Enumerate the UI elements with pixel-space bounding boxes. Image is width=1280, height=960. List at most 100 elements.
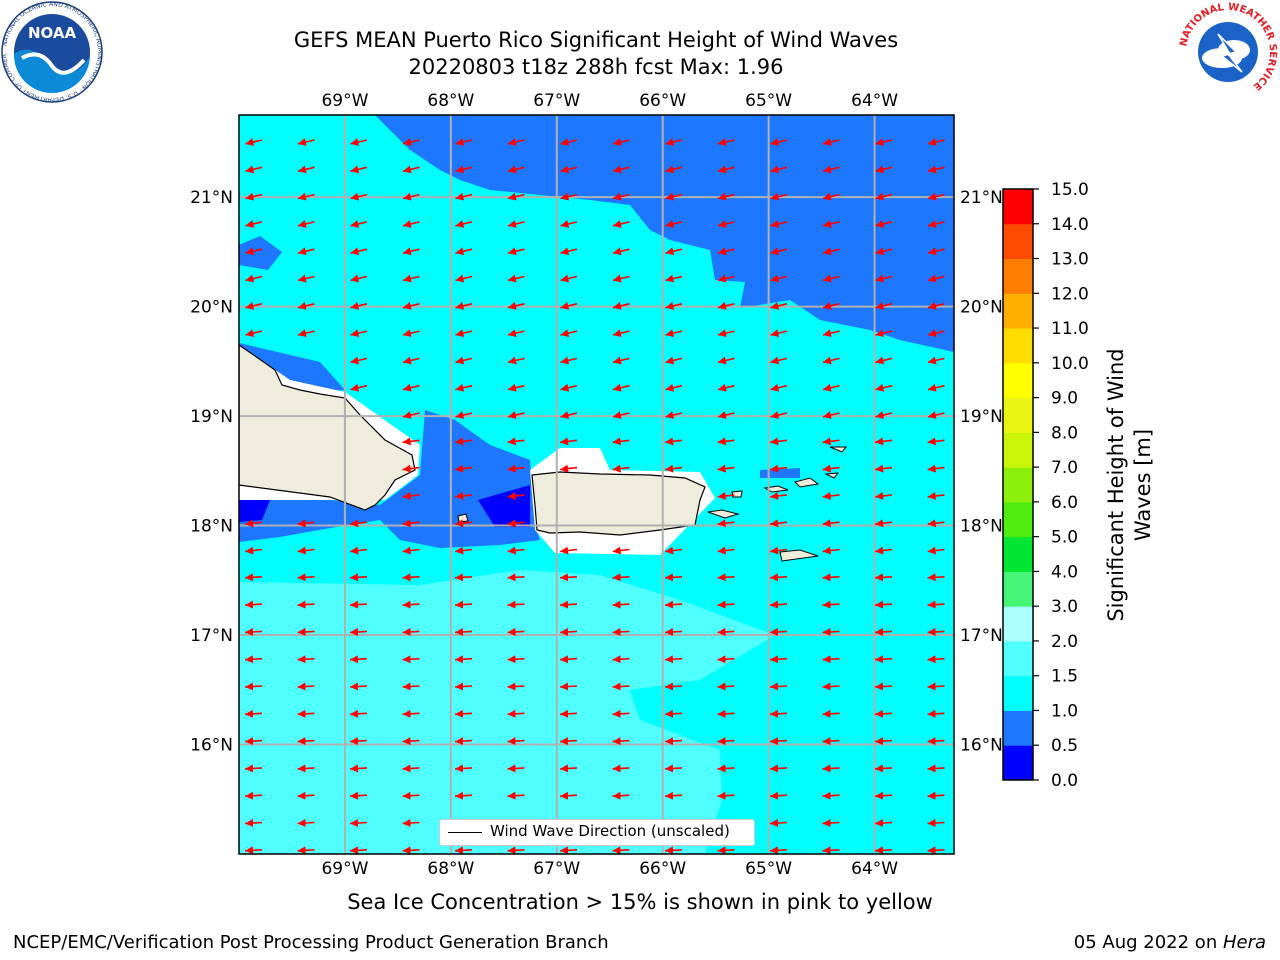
wind-wave-arrow: [927, 274, 945, 283]
culebra-island: [731, 490, 743, 498]
wind-wave-arrow: [350, 356, 368, 365]
wind-wave-arrow: [455, 491, 473, 500]
wind-wave-arrow: [507, 709, 525, 718]
wind-wave-arrow: [875, 247, 893, 256]
wind-wave-arrow: [770, 192, 788, 201]
wind-wave-arrow: [559, 846, 578, 854]
lon-tick-label: 64°W: [851, 859, 898, 879]
wind-wave-arrow: [244, 709, 263, 718]
wind-wave-arrow: [454, 709, 473, 718]
colorbar-frame: [1002, 188, 1034, 781]
wind-wave-arrow: [717, 165, 735, 174]
wind-wave-arrow: [875, 192, 893, 201]
wind-wave-arrow: [717, 600, 735, 609]
colorbar-tick-label: 13.0: [1051, 250, 1089, 270]
wind-wave-arrow: [507, 627, 525, 636]
wind-wave-arrow: [664, 709, 683, 718]
wind-wave-arrow: [822, 546, 840, 555]
wind-wave-arrow: [822, 791, 840, 800]
wind-wave-arrow: [612, 301, 630, 310]
wind-wave-arrow: [717, 764, 735, 773]
wind-wave-arrow: [822, 464, 840, 473]
wind-wave-arrow: [717, 682, 735, 691]
wind-wave-arrow: [244, 819, 263, 828]
wind-wave-arrow: [559, 709, 578, 718]
wind-wave-arrow: [560, 356, 578, 365]
wind-wave-arrow: [507, 791, 525, 800]
wind-wave-arrow: [769, 627, 788, 636]
wind-wave-arrow: [559, 791, 578, 800]
colorbar: 0.0 0.5 1.0 1.5 2.0 3.0 4.0 5.0 6.0 7.0 8.0 9.0 10.0…: [1002, 180, 1089, 791]
wind-wave-arrow: [507, 274, 525, 283]
wind-wave-arrow: [350, 138, 368, 146]
wind-wave-arrow: [507, 383, 525, 392]
wind-wave-arrow: [770, 411, 788, 419]
colorbar-tick-label: 14.0: [1051, 215, 1089, 235]
wind-wave-arrow: [770, 437, 788, 446]
wind-wave-arrow: [402, 329, 420, 338]
colorbar-segment: [1003, 397, 1033, 433]
wind-wave-arrow: [770, 247, 788, 256]
wind-wave-arrow: [822, 846, 840, 854]
colorbar-segment: [1003, 640, 1033, 677]
wind-wave-arrow: [874, 573, 893, 582]
wind-wave-arrow: [717, 356, 735, 365]
wind-wave-arrow: [874, 655, 893, 664]
wind-wave-arrow: [927, 519, 945, 528]
wind-wave-arrow: [769, 655, 788, 664]
wind-wave-arrow: [875, 491, 893, 500]
wind-wave-arrow: [612, 682, 630, 691]
legend-line-icon: [448, 832, 482, 833]
wind-wave-arrow: [612, 411, 630, 419]
wind-wave-arrow: [349, 600, 368, 609]
wind-wave-arrow: [875, 220, 893, 228]
lon-ticks-bottom: 69°W 68°W 67°W 66°W 65°W 64°W: [321, 859, 898, 879]
wind-wave-arrow: [770, 138, 788, 146]
wind-wave-arrow: [297, 737, 315, 746]
wind-wave-arrow: [612, 846, 630, 854]
colorbar-tick-label: 6.0: [1051, 493, 1078, 513]
wind-wave-arrow: [612, 464, 630, 473]
wind-wave-arrow: [244, 627, 263, 636]
wind-wave-arrow: [769, 573, 788, 582]
wind-wave-arrow: [244, 737, 263, 746]
wind-wave-arrow: [402, 274, 420, 283]
colorbar-segment: [1003, 675, 1033, 711]
wind-wave-arrow: [770, 546, 788, 555]
wind-wave-arrow: [402, 709, 420, 718]
wind-wave-arrow: [612, 573, 630, 582]
map-frame: [238, 114, 955, 855]
lat-tick-label: 19°N: [190, 407, 233, 427]
wind-wave-arrow: [769, 791, 788, 800]
wind-wave-arrow: [717, 627, 735, 636]
wind-wave-arrow: [297, 682, 315, 691]
wind-wave-arrow: [560, 247, 578, 256]
wind-wave-arrow: [612, 138, 630, 146]
wind-wave-arrow: [297, 301, 315, 310]
wind-wave-arrow: [245, 519, 263, 528]
wave-field-0.5-1.0-ne: [375, 115, 954, 352]
wind-wave-arrow: [455, 247, 473, 256]
wind-wave-arrow: [875, 274, 893, 283]
wind-wave-arrow: [717, 464, 735, 473]
wind-wave-arrow: [875, 356, 893, 365]
wind-wave-arrow: [770, 519, 788, 528]
wind-wave-arrow: [874, 764, 893, 773]
wind-wave-arrow: [560, 220, 578, 228]
wind-wave-arrow: [402, 437, 420, 446]
wind-wave-arrow: [875, 165, 893, 174]
wind-wave-arrow: [927, 709, 945, 718]
colorbar-tick-label: 1.5: [1051, 667, 1078, 687]
lat-tick-label: 20°N: [190, 298, 233, 318]
wind-wave-arrow: [455, 329, 473, 338]
wind-wave-arrow: [454, 682, 473, 691]
wind-wave-arrow: [507, 600, 525, 609]
wind-wave-arrow: [350, 274, 368, 283]
wave-field-0.5-1.0-w: [239, 236, 282, 270]
wind-wave-arrow: [822, 138, 840, 146]
wind-wave-arrow: [717, 846, 735, 854]
wind-wave-arrow: [769, 846, 788, 854]
wind-wave-arrow: [927, 165, 945, 174]
lon-tick-label: 69°W: [321, 859, 368, 879]
wind-wave-arrow: [664, 764, 683, 773]
